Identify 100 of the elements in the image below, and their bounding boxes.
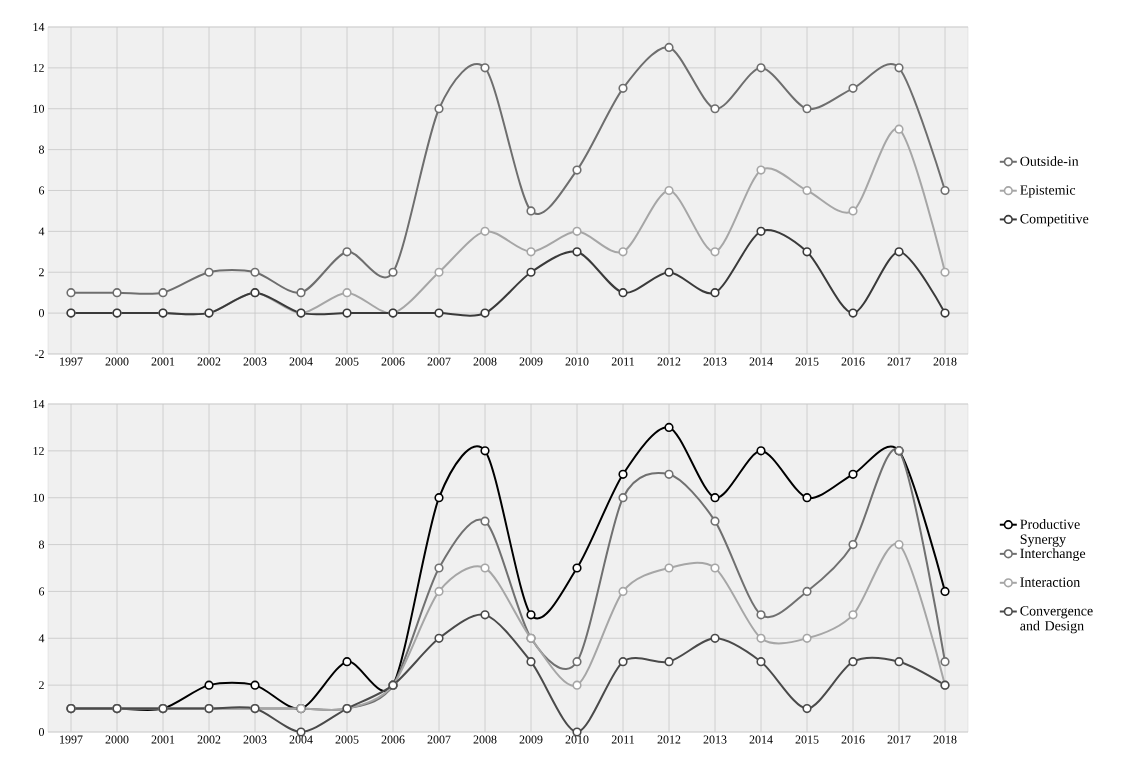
point bbox=[940, 185, 950, 196]
point bbox=[664, 469, 674, 479]
point bbox=[710, 563, 720, 573]
point bbox=[480, 63, 490, 73]
point bbox=[572, 680, 582, 690]
x-tick-label: 2008 bbox=[473, 357, 497, 366]
point bbox=[618, 247, 628, 257]
point bbox=[710, 104, 720, 114]
point bbox=[848, 539, 858, 550]
point bbox=[204, 267, 214, 277]
y-tick-label: 4 bbox=[38, 634, 45, 643]
y-tick-label: 4 bbox=[38, 227, 45, 236]
point bbox=[756, 610, 766, 620]
point bbox=[572, 657, 582, 667]
x-tick-label: 2015 bbox=[795, 735, 819, 744]
x-tick-label: 2013 bbox=[703, 357, 727, 366]
point bbox=[434, 493, 444, 503]
point bbox=[940, 657, 950, 667]
y-tick-label: 6 bbox=[39, 587, 45, 596]
point bbox=[802, 104, 812, 114]
point bbox=[756, 657, 766, 667]
point bbox=[342, 308, 352, 318]
legend-label: Convergence and Design bbox=[1020, 606, 1093, 634]
y-tick-label: 14 bbox=[33, 400, 45, 408]
point bbox=[756, 165, 766, 175]
x-tick-label: 2009 bbox=[519, 357, 543, 366]
point bbox=[802, 247, 812, 257]
point bbox=[342, 247, 352, 257]
point bbox=[526, 610, 536, 620]
legend-label: Interchange bbox=[1020, 548, 1086, 561]
point bbox=[756, 633, 766, 643]
x-tick-label: 2006 bbox=[381, 357, 405, 366]
legend-label: Productive Synergy bbox=[1020, 519, 1080, 547]
x-tick-label: 2004 bbox=[289, 357, 313, 366]
point bbox=[756, 226, 766, 236]
point bbox=[618, 493, 628, 503]
point bbox=[848, 610, 858, 620]
point bbox=[618, 288, 628, 298]
point bbox=[848, 206, 858, 216]
y-tick-label: 12 bbox=[33, 446, 44, 455]
y-tick-label: 8 bbox=[38, 540, 45, 549]
x-tick-label: 2014 bbox=[749, 357, 773, 366]
point bbox=[618, 469, 628, 479]
point bbox=[480, 610, 490, 620]
y-tick-label: 10 bbox=[33, 104, 45, 113]
x-tick-label: 2010 bbox=[565, 357, 589, 366]
x-tick-label: 2007 bbox=[427, 357, 451, 366]
point bbox=[572, 226, 582, 236]
point bbox=[618, 657, 628, 667]
y-tick-label: 8 bbox=[38, 145, 45, 154]
legend-label: Outside-in bbox=[1020, 156, 1079, 167]
point bbox=[526, 247, 536, 257]
point bbox=[572, 247, 582, 257]
point bbox=[894, 657, 904, 667]
point bbox=[342, 288, 352, 298]
x-tick-label: 2005 bbox=[335, 735, 359, 744]
legend-label: Competitive bbox=[1020, 214, 1089, 227]
x-tick-label: 2001 bbox=[151, 735, 175, 744]
point bbox=[848, 657, 858, 667]
point bbox=[664, 42, 674, 53]
y-tick-label: 14 bbox=[33, 23, 45, 31]
point bbox=[802, 586, 812, 597]
x-tick-label: 2003 bbox=[243, 735, 267, 744]
x-tick-label: 2017 bbox=[887, 735, 911, 744]
point bbox=[434, 563, 444, 573]
x-tick-label: 2010 bbox=[565, 735, 589, 744]
y-tick-label: 10 bbox=[33, 493, 45, 502]
point bbox=[388, 267, 398, 277]
legend-label: Interaction bbox=[1020, 577, 1081, 587]
point bbox=[112, 288, 122, 298]
point bbox=[434, 308, 444, 318]
point bbox=[342, 657, 352, 667]
x-tick-label: 2005 bbox=[335, 357, 359, 366]
x-tick-label: 2004 bbox=[289, 735, 313, 744]
x-tick-label: 2008 bbox=[473, 735, 497, 744]
point bbox=[756, 63, 766, 73]
point bbox=[664, 657, 674, 667]
point bbox=[664, 422, 674, 433]
point bbox=[250, 680, 260, 690]
legend-label: Epistemic bbox=[1020, 185, 1076, 198]
point bbox=[894, 124, 904, 134]
x-tick-label: 2016 bbox=[841, 357, 865, 366]
point bbox=[526, 267, 536, 277]
x-tick-label: 2006 bbox=[381, 735, 405, 744]
point bbox=[434, 267, 444, 277]
point bbox=[434, 104, 444, 114]
x-tick-label: 2000 bbox=[105, 735, 129, 744]
point bbox=[618, 586, 628, 597]
x-tick-label: 2000 bbox=[105, 357, 129, 366]
point bbox=[434, 586, 444, 597]
point bbox=[296, 288, 306, 298]
point bbox=[894, 539, 904, 550]
x-tick-label: 2007 bbox=[427, 735, 451, 744]
y-tick-label: 0 bbox=[38, 309, 45, 318]
point bbox=[480, 563, 490, 573]
x-tick-label: 2009 bbox=[519, 735, 543, 744]
point bbox=[848, 83, 858, 93]
x-tick-label: 2002 bbox=[197, 357, 221, 366]
point bbox=[710, 516, 720, 526]
x-tick-label: 2016 bbox=[841, 735, 865, 744]
